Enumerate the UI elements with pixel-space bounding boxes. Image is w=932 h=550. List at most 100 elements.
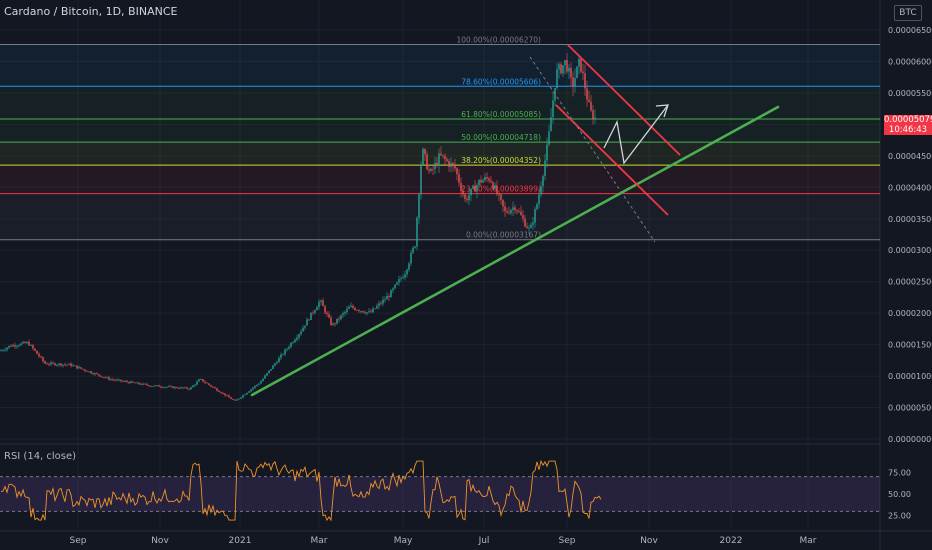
- candle-body: [250, 389, 252, 392]
- candle-body: [578, 58, 580, 67]
- candle-body: [286, 348, 288, 350]
- candle-body: [568, 67, 570, 72]
- rsi-label[interactable]: RSI (14, close): [4, 451, 77, 462]
- rsi-line: [0, 459, 602, 522]
- candle-body: [486, 177, 488, 179]
- candle-body: [264, 375, 266, 379]
- candle-body: [282, 354, 284, 356]
- time-tick-label: 2022: [720, 536, 743, 546]
- candle-body: [192, 385, 194, 388]
- drawings[interactable]: [250, 44, 780, 397]
- fib-label: 100.00%(0.00006270): [456, 35, 541, 44]
- candle-body: [584, 73, 586, 89]
- price-tick-label: 0.00004000: [888, 183, 932, 192]
- candle-body: [170, 386, 172, 388]
- candle-body: [114, 379, 116, 381]
- candle-body: [172, 386, 174, 389]
- candle-body: [270, 369, 272, 371]
- candle-body: [570, 67, 572, 78]
- candle-body: [540, 186, 542, 195]
- candle-body: [436, 162, 438, 166]
- currency-badge[interactable]: BTC: [894, 5, 922, 21]
- candle-body: [494, 185, 496, 190]
- candle-body: [0, 350, 2, 352]
- candle-body: [204, 381, 206, 383]
- candle-body: [14, 345, 16, 347]
- candle-body: [392, 288, 394, 291]
- candle-body: [52, 362, 54, 364]
- candle-body: [142, 383, 144, 385]
- candle-body: [284, 349, 286, 355]
- price-tick-label: 0.00003000: [888, 246, 932, 255]
- candle-body: [20, 343, 22, 346]
- candle-body: [346, 308, 348, 312]
- candle-body: [184, 387, 186, 389]
- candle-body: [24, 341, 26, 344]
- candle-body: [294, 339, 296, 343]
- candle-body: [176, 387, 178, 389]
- candle-body: [180, 387, 182, 389]
- candle-body: [324, 306, 326, 313]
- candle-body: [430, 168, 432, 171]
- candle-body: [406, 269, 408, 275]
- candle-body: [434, 162, 436, 169]
- last-price-tag: 0.00005079 10:46:43: [884, 115, 932, 135]
- candle-body: [136, 382, 138, 384]
- price-tick-label: 0.00006000: [888, 57, 932, 66]
- fib-label: 61.80%(0.00005085): [461, 110, 541, 119]
- candle-body: [190, 387, 192, 390]
- candle-body: [518, 211, 520, 213]
- candle-body: [526, 226, 528, 229]
- candle-body: [484, 177, 486, 181]
- candle-body: [122, 381, 124, 382]
- candle-body: [520, 211, 522, 216]
- price-tick-label: 0.00005500: [888, 89, 932, 98]
- candle-body: [290, 343, 292, 347]
- candle-body: [254, 385, 256, 388]
- price-tick-label: 0.00001000: [888, 372, 932, 381]
- candle-body: [210, 384, 212, 387]
- candle-body: [26, 341, 28, 344]
- candle-body: [362, 311, 364, 313]
- candle-body: [40, 356, 42, 358]
- price-tick-label: 0.00000000: [888, 435, 932, 444]
- candle-body: [556, 69, 558, 89]
- candle-body: [268, 370, 270, 374]
- chart-title: Cardano / Bitcoin, 1D, BINANCE: [4, 5, 178, 18]
- candle-body: [446, 159, 448, 162]
- candle-body: [326, 312, 328, 315]
- fib-label: 23.60%(0.00003899): [461, 185, 541, 194]
- candle-body: [56, 364, 58, 366]
- candle-body: [426, 154, 428, 170]
- candle-body: [298, 334, 300, 338]
- candle-body: [72, 365, 74, 367]
- candle-body: [44, 361, 46, 364]
- candle-body: [320, 300, 322, 302]
- candle-body: [156, 385, 158, 387]
- candle-body: [580, 58, 582, 72]
- candle-body: [462, 190, 464, 195]
- time-tick-label: Mar: [800, 536, 817, 546]
- candle-body: [418, 194, 420, 218]
- rsi-tick-label: 75.00: [888, 468, 911, 477]
- candle-body: [36, 350, 38, 354]
- fib-trend-dashed: [529, 56, 656, 243]
- rsi-pane: [0, 459, 880, 522]
- candle-body: [208, 383, 210, 385]
- candle-body: [302, 327, 304, 332]
- candle-body: [278, 357, 280, 363]
- candle-body: [404, 274, 406, 278]
- candle-body: [416, 217, 418, 247]
- candle-body: [202, 379, 204, 382]
- candle-body: [154, 385, 156, 387]
- projection-path: [603, 104, 669, 165]
- candle-body: [272, 365, 274, 370]
- candle-body: [468, 195, 470, 201]
- candle-body: [6, 347, 8, 350]
- candle-body: [280, 354, 282, 358]
- candle-body: [80, 367, 82, 369]
- time-axis[interactable]: Sep Nov 2021 Mar May Jul Sep Nov 2022 Mar: [70, 536, 817, 546]
- candle-body: [58, 363, 60, 365]
- candle-body: [478, 179, 480, 186]
